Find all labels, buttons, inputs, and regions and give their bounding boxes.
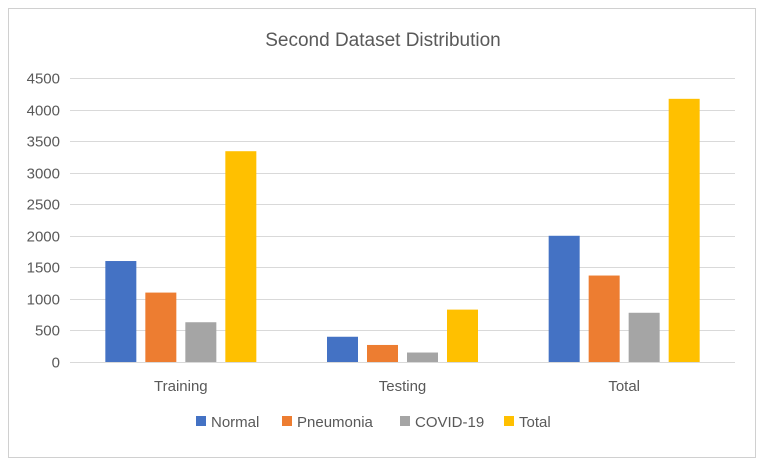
y-tick-label: 4500 — [27, 71, 60, 88]
y-tick-label: 0 — [52, 355, 60, 372]
bar-pneumonia-testing — [367, 344, 398, 362]
y-tick-label: 1000 — [27, 292, 60, 309]
y-tick-label: 1500 — [27, 260, 60, 277]
y-axis-ticks: 0 500 1000 1500 2000 2500 3000 3500 4000 4500 — [27, 71, 60, 372]
chart-frame — [8, 8, 756, 458]
y-tick-label: 4000 — [27, 103, 60, 120]
bar-total-training — [225, 151, 257, 362]
legend-swatch-covid-19 — [400, 416, 410, 426]
bar-total-total — [668, 98, 700, 363]
bar-normal-training — [105, 261, 137, 362]
x-tick-label: Training — [154, 378, 208, 395]
legend-label-total: Total — [519, 414, 551, 431]
y-tick-label: 2500 — [27, 197, 60, 214]
bar-covid-19-total — [628, 312, 660, 362]
legend-swatch-total — [504, 416, 514, 426]
y-tick-label: 3500 — [27, 134, 60, 151]
bar-pneumonia-total — [588, 275, 620, 362]
x-tick-label: Testing — [379, 378, 427, 395]
legend-label-normal: Normal — [211, 414, 259, 431]
bar-covid-19-training — [185, 322, 217, 362]
gridlines — [70, 78, 735, 363]
legend: Normal Pneumonia COVID-19 Total — [196, 414, 551, 431]
bar-pneumonia-training — [145, 292, 177, 362]
bars — [105, 98, 700, 363]
x-axis-ticks: Training Testing Total — [154, 378, 640, 395]
legend-label-pneumonia: Pneumonia — [297, 414, 374, 431]
x-tick-label: Total — [608, 378, 640, 395]
y-tick-label: 500 — [35, 323, 60, 340]
legend-swatch-normal — [196, 416, 206, 426]
bar-total-testing — [447, 309, 478, 362]
y-tick-label: 3000 — [27, 166, 60, 183]
bar-covid-19-testing — [407, 352, 438, 362]
legend-swatch-pneumonia — [282, 416, 292, 426]
chart-title: Second Dataset Distribution — [265, 30, 501, 51]
bar-normal-total — [548, 235, 580, 362]
legend-label-covid-19: COVID-19 — [415, 414, 484, 431]
bar-normal-testing — [327, 336, 358, 362]
y-tick-label: 2000 — [27, 229, 60, 246]
